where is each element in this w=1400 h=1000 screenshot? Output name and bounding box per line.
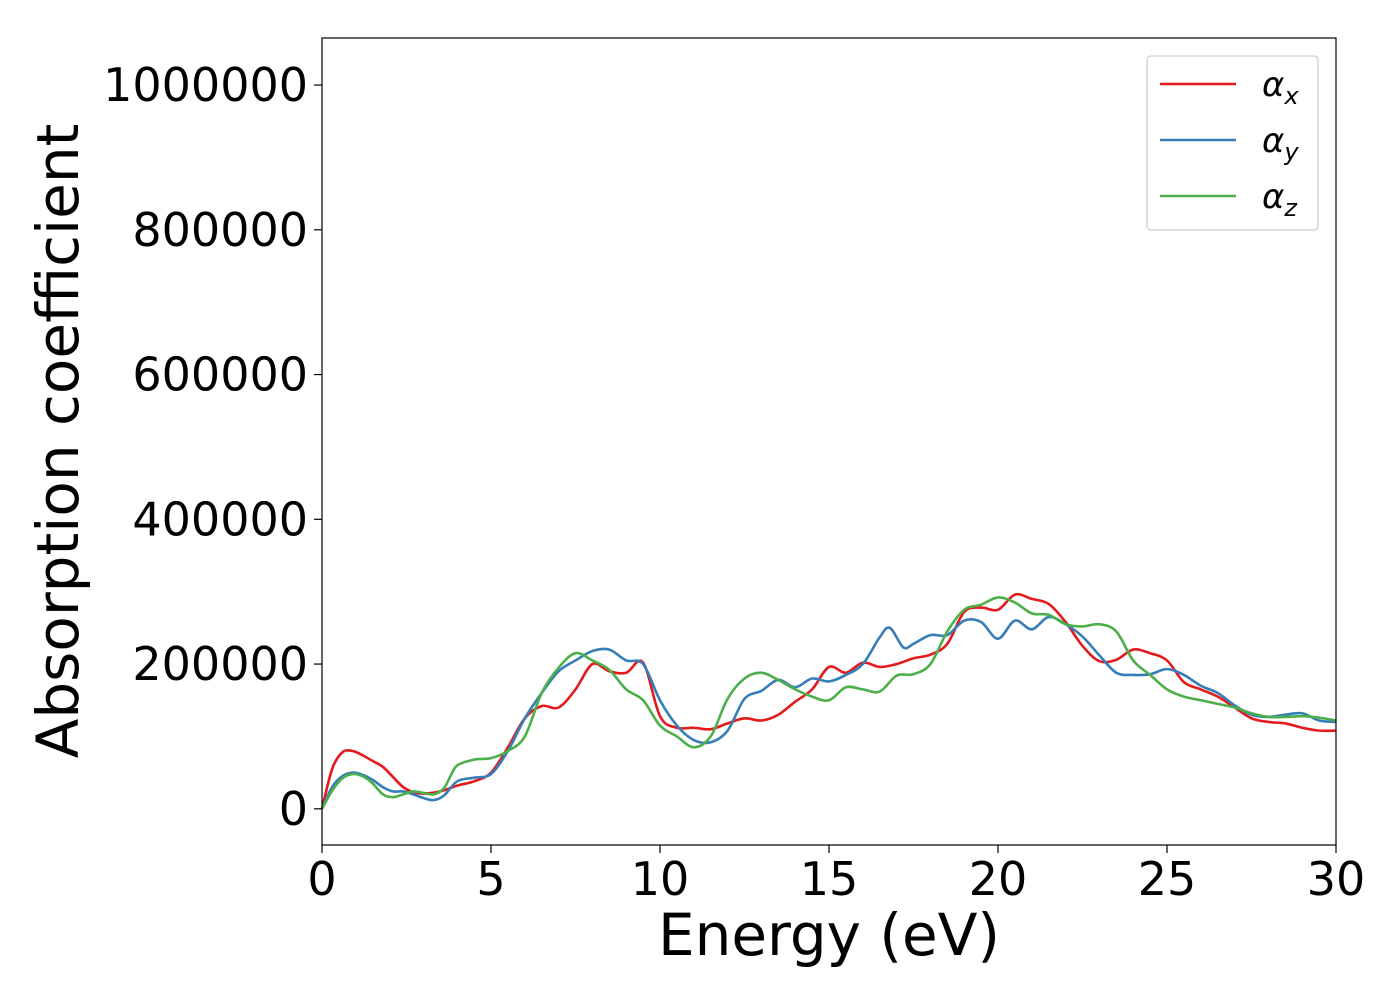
y-axis-title: Absorption coefficient <box>24 124 92 759</box>
y-axis: 0 200000 400000 600000 800000 1000000 <box>103 58 322 836</box>
y-tick-label: 400000 <box>132 492 308 546</box>
x-tick-label: 10 <box>631 852 690 906</box>
x-axis-title: Energy (eV) <box>658 901 1000 969</box>
y-tick-label: 1000000 <box>103 58 308 112</box>
legend-label-z: αz <box>1262 177 1298 222</box>
legend-label-y: αy <box>1262 121 1299 166</box>
y-tick-label: 200000 <box>132 637 308 691</box>
series-line-z <box>320 596 1337 810</box>
legend-label-x: αx <box>1262 65 1299 110</box>
legend: αx αy αz <box>1146 55 1319 231</box>
series-line-x <box>320 592 1337 810</box>
x-axis: 0 5 10 15 20 25 30 <box>307 845 1365 906</box>
x-tick-label: 30 <box>1307 852 1366 906</box>
x-tick-label: 0 <box>307 852 336 906</box>
series-layer <box>320 592 1337 810</box>
legend-frame <box>1146 55 1319 231</box>
x-tick-label: 5 <box>476 852 505 906</box>
y-tick-label: 800000 <box>132 203 308 257</box>
x-tick-label: 25 <box>1138 852 1197 906</box>
x-tick-label: 15 <box>800 852 859 906</box>
y-tick-label: 0 <box>279 782 308 836</box>
y-tick-label: 600000 <box>132 348 308 402</box>
x-tick-label: 20 <box>969 852 1028 906</box>
